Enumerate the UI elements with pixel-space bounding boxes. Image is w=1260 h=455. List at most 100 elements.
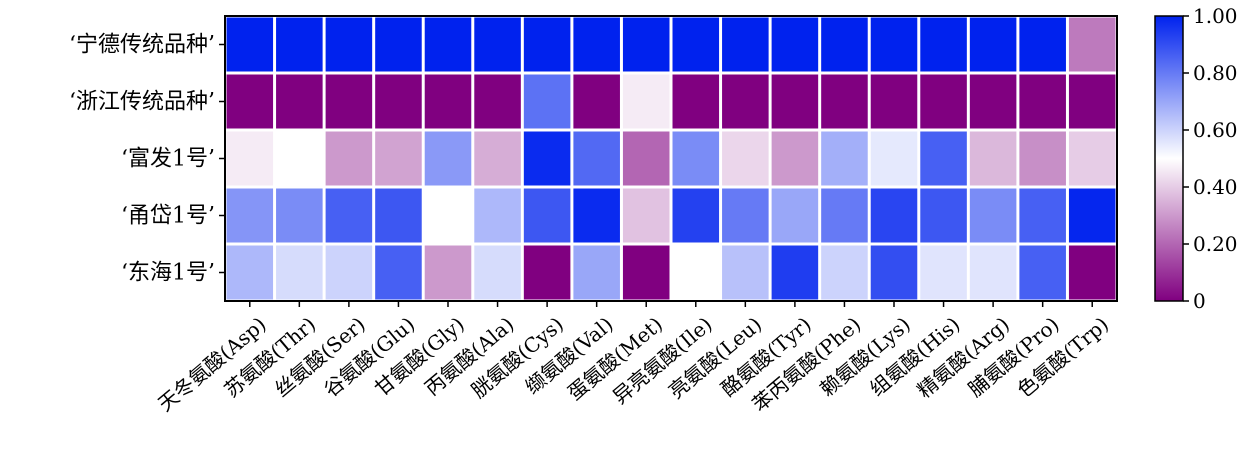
heatmap-cell	[1068, 188, 1116, 243]
heatmap-cell	[226, 188, 274, 243]
heatmap-cell	[573, 17, 620, 72]
heatmap-cell	[523, 74, 571, 129]
colorbar-tick-label: 0.80	[1193, 61, 1238, 85]
heatmap-cell	[870, 188, 918, 243]
heatmap-cell	[821, 245, 868, 300]
heatmap-cell	[969, 188, 1017, 243]
colorbar	[1154, 15, 1184, 302]
heatmap-cell	[424, 245, 472, 300]
heatmap-cell	[424, 17, 472, 72]
heatmap-cell	[920, 17, 967, 72]
heatmap-cell	[870, 245, 918, 300]
row-label: ‘甬岱1号’	[121, 204, 215, 229]
heatmap-cell	[672, 131, 720, 186]
heatmap-cell	[375, 131, 422, 186]
heatmap-cell	[523, 188, 571, 243]
column-labels: 天冬氨酸(Asp)苏氨酸(Thr)丝氨酸(Ser)谷氨酸(Glu)甘氨酸(Gly…	[153, 301, 1113, 416]
heatmap-cell	[424, 74, 472, 129]
heatmap-cell	[771, 131, 819, 186]
heatmap-cell	[771, 74, 819, 129]
heatmap-cell	[1019, 74, 1066, 129]
heatmap-cell	[226, 245, 274, 300]
heatmap-cell	[870, 17, 918, 72]
heatmap-cell	[424, 188, 472, 243]
heatmap-cell	[226, 17, 274, 72]
heatmap-cell	[722, 17, 769, 72]
heatmap-cell	[722, 131, 769, 186]
heatmap-cell	[969, 245, 1017, 300]
heatmap-cell	[325, 74, 373, 129]
heatmap-cell	[276, 131, 323, 186]
heatmap-cell	[821, 17, 868, 72]
heatmap-cell	[672, 188, 720, 243]
heatmap-cell	[523, 17, 571, 72]
heatmap-cell	[523, 131, 571, 186]
colorbar-tick-label: 1.00	[1193, 4, 1238, 28]
heatmap-cell	[325, 245, 373, 300]
heatmap-cell	[622, 131, 670, 186]
heatmap-cell	[523, 245, 571, 300]
heatmap-cell	[771, 245, 819, 300]
heatmap-cell	[325, 17, 373, 72]
heatmap-cell	[771, 17, 819, 72]
heatmap-cell	[722, 245, 769, 300]
heatmap-cell	[672, 17, 720, 72]
heatmap-cell	[325, 131, 373, 186]
heatmap-cell	[821, 131, 868, 186]
heatmap-cell	[821, 188, 868, 243]
heatmap-cell	[1068, 17, 1116, 72]
heatmap-cell	[1019, 131, 1066, 186]
heatmap-cell	[474, 17, 521, 72]
heatmap-cell	[375, 74, 422, 129]
heatmap-cell	[424, 131, 472, 186]
heatmap-cell	[375, 188, 422, 243]
heatmap-cell	[1019, 245, 1066, 300]
heatmap-cell	[920, 188, 967, 243]
heatmap-cell	[474, 188, 521, 243]
heatmap-cell	[1068, 131, 1116, 186]
heatmap-cell	[1019, 17, 1066, 72]
heatmap-cell	[226, 131, 274, 186]
colorbar-tick-label: 0	[1193, 289, 1206, 313]
heatmap-cell	[325, 188, 373, 243]
heatmap-cells	[226, 17, 1116, 300]
heatmap-cell	[622, 245, 670, 300]
heatmap-cell	[969, 131, 1017, 186]
colorbar-tick-label: 0.20	[1193, 232, 1238, 256]
heatmap-cell	[870, 131, 918, 186]
heatmap-cell	[969, 17, 1017, 72]
heatmap-cell	[771, 188, 819, 243]
heatmap-cell	[622, 188, 670, 243]
heatmap-cell	[722, 188, 769, 243]
heatmap-cell	[226, 74, 274, 129]
heatmap-cell	[276, 17, 323, 72]
heatmap-cell	[920, 245, 967, 300]
heatmap-cell	[821, 74, 868, 129]
colorbar-tick-label: 0.60	[1193, 118, 1238, 142]
heatmap-cell	[573, 131, 620, 186]
heatmap-cell	[573, 74, 620, 129]
heatmap-cell	[1068, 74, 1116, 129]
heatmap-cell	[474, 131, 521, 186]
heatmap-cell	[573, 245, 620, 300]
heatmap-cell	[920, 74, 967, 129]
heatmap-cell	[474, 74, 521, 129]
heatmap-cell	[375, 245, 422, 300]
heatmap-cell	[870, 74, 918, 129]
heatmap-cell	[969, 74, 1017, 129]
row-labels: ‘宁德传统品种’ ‘浙江传统品种’ ‘富发1号’ ‘甬岱1号’ ‘东海1号’	[69, 33, 225, 286]
row-label: ‘富发1号’	[121, 147, 215, 172]
colorbar-tick-label: 0.40	[1193, 175, 1238, 199]
heatmap-cell	[276, 74, 323, 129]
colorbar-ticks: 0 0.20 0.40 0.60 0.80 1.00	[1183, 4, 1238, 313]
heatmap-cell	[672, 245, 720, 300]
heatmap-cell	[672, 74, 720, 129]
row-label: ‘东海1号’	[121, 261, 215, 286]
heatmap-cell	[276, 188, 323, 243]
heatmap-cell	[276, 245, 323, 300]
row-label: ‘浙江传统品种’	[69, 90, 215, 115]
heatmap-cell	[622, 17, 670, 72]
heatmap-cell	[573, 188, 620, 243]
heatmap-cell	[1019, 188, 1066, 243]
